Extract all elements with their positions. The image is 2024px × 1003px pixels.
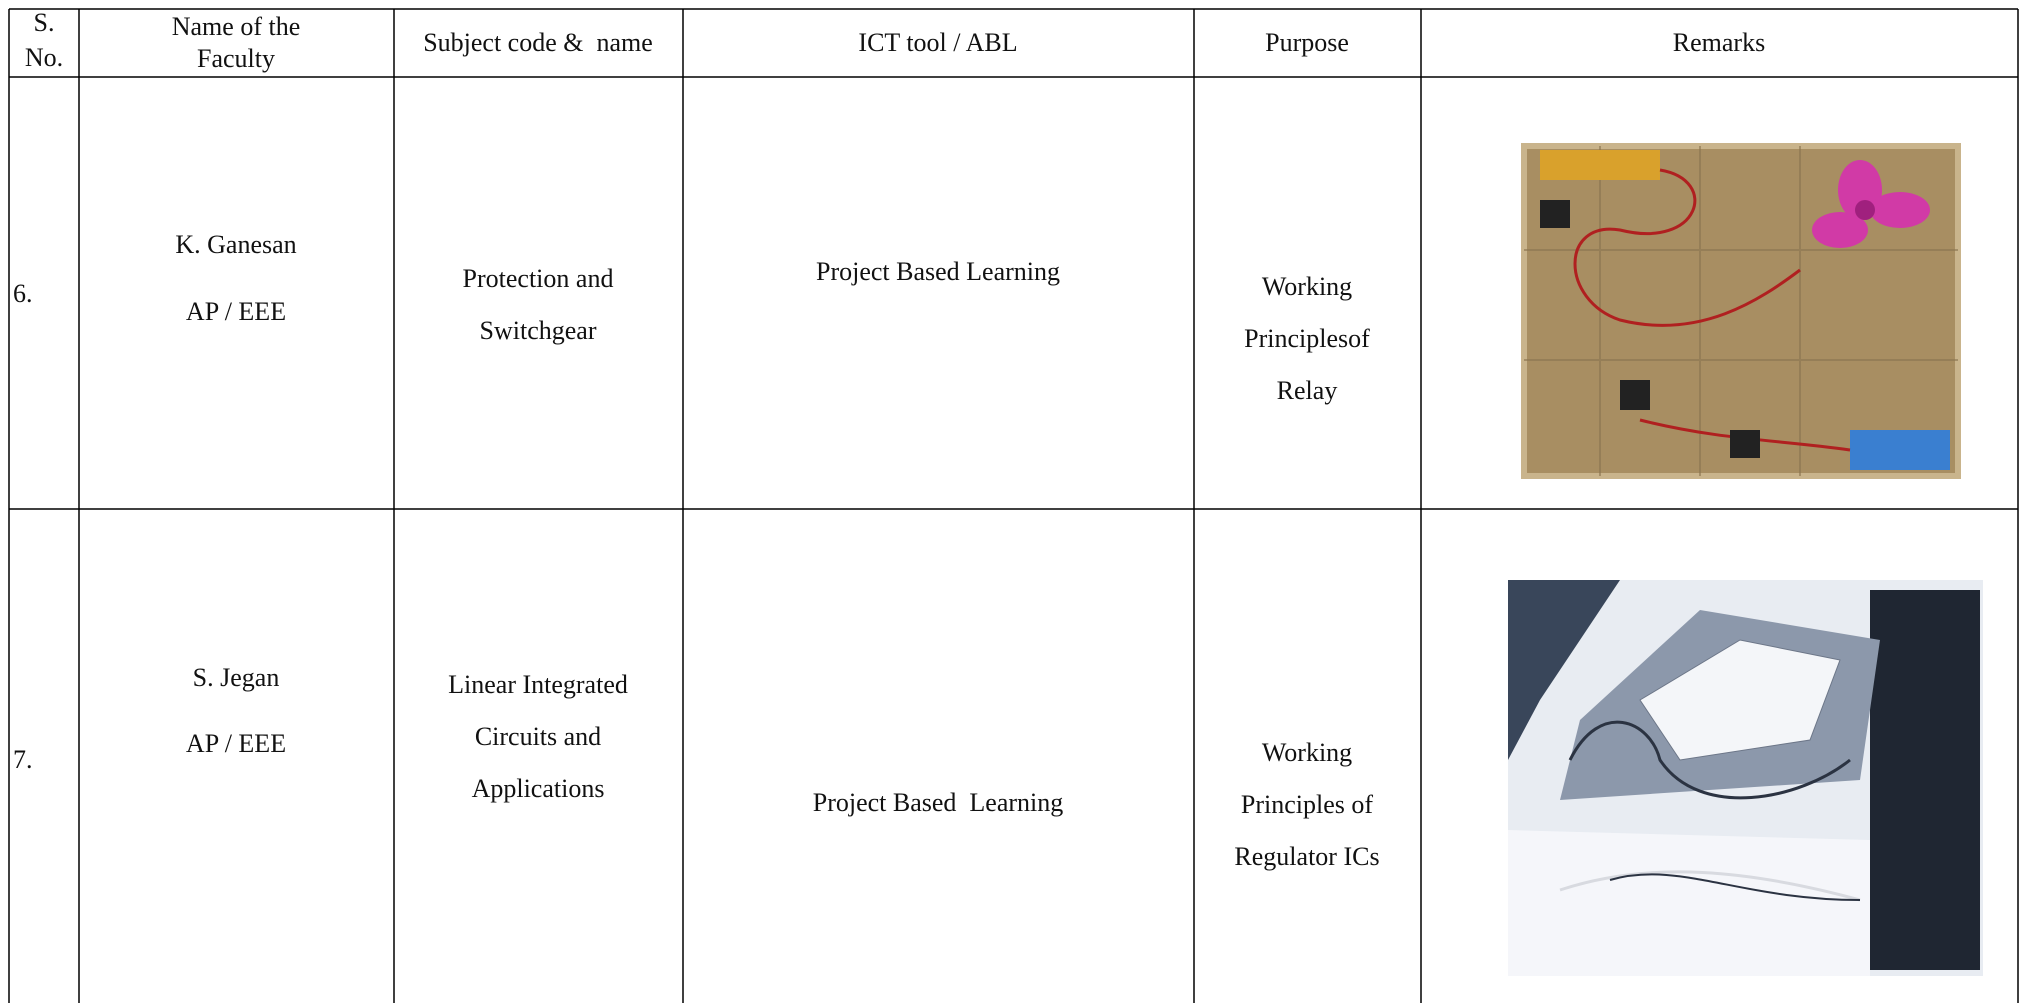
cell-text: 7. [13, 745, 33, 774]
cell-text: K. Ganesan [175, 230, 297, 259]
cell-text: Applications [471, 774, 605, 803]
cell-text: 6. [13, 279, 33, 308]
cell-text: Remarks [1672, 28, 1766, 57]
photo [1508, 580, 1983, 976]
cell-text: Project Based Learning [812, 788, 1064, 817]
cell-text: Subject code & name [423, 28, 653, 57]
cell-text: Regulator ICs [1234, 842, 1380, 871]
cell-text: Principles of [1240, 790, 1374, 819]
cell-text: Relay [1276, 376, 1338, 405]
cell-text: Purpose [1265, 28, 1349, 57]
cell-text: Project Based Learning [815, 257, 1061, 286]
cell-text: Name of the [171, 12, 301, 41]
cell-text: ICT tool / ABL [858, 28, 1018, 57]
cell-text: Protection and [462, 264, 614, 293]
cell-text: No. [24, 43, 64, 72]
cell-text: S. [33, 8, 55, 37]
cell-text: AP / EEE [185, 729, 287, 758]
cell-text: Circuits and [474, 722, 602, 751]
cell-text: Faculty [197, 44, 275, 73]
cell-text: Switchgear [479, 316, 597, 345]
cell-text: S. Jegan [192, 663, 280, 692]
photo [1521, 143, 1961, 479]
cell-text: Working [1261, 738, 1353, 767]
borders [8, 8, 2019, 1003]
cell-text: AP / EEE [185, 297, 287, 326]
cell-text: Linear Integrated [448, 670, 628, 699]
cell-text: Principlesof [1244, 324, 1370, 353]
cell-text: Working [1261, 272, 1353, 301]
